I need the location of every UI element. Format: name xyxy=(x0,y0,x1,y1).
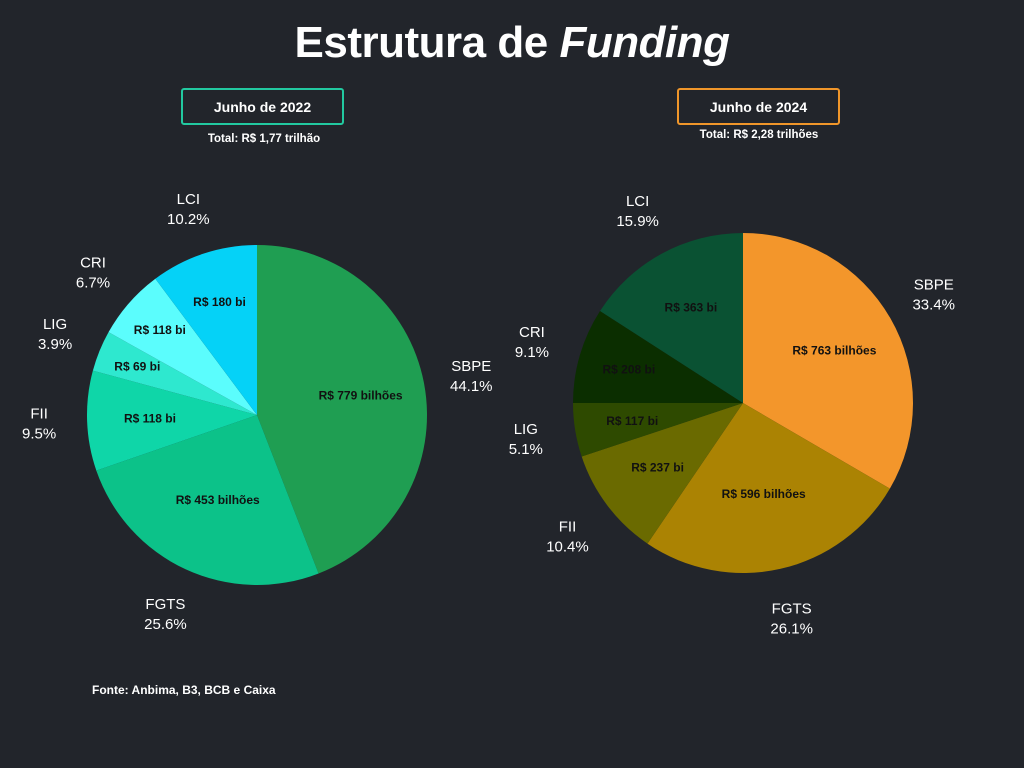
period-label-2024: Junho de 2024 xyxy=(709,98,808,115)
total-2024: Total: R$ 2,28 trilhões xyxy=(699,129,819,141)
slice-category-label: FGTS xyxy=(145,596,185,613)
slice-percent-label: 15.9% xyxy=(616,213,659,230)
slice-category-label: CRI xyxy=(519,324,545,341)
slice-category-label: FII xyxy=(30,406,48,423)
slice-category-label: LCI xyxy=(177,191,200,208)
slice-value-label: R$ 69 bi xyxy=(114,359,160,373)
slice-percent-label: 3.9% xyxy=(38,336,72,353)
pie-slice-fii xyxy=(87,370,257,471)
period-label-2022: Junho de 2022 xyxy=(213,98,312,115)
slice-category-label: FII xyxy=(559,519,577,536)
pie-slice-fii xyxy=(581,403,743,544)
slice-value-label: R$ 453 bilhões xyxy=(176,493,260,507)
slice-category-label: LCI xyxy=(626,193,649,210)
slice-value-label: R$ 779 bilhões xyxy=(319,389,403,403)
slice-percent-label: 26.1% xyxy=(770,621,813,638)
source-note: Fonte: Anbima, B3, BCB e Caixa xyxy=(92,683,276,697)
slice-category-label: LIG xyxy=(514,421,538,438)
pie-slice-fgts xyxy=(647,403,890,573)
slice-value-label: R$ 237 bi xyxy=(631,461,684,475)
pie-slice-lig xyxy=(92,332,257,415)
slice-value-label: R$ 363 bi xyxy=(665,300,718,314)
slice-percent-label: 5.1% xyxy=(509,441,543,458)
slice-value-label: R$ 596 bilhões xyxy=(722,487,806,501)
slice-percent-label: 44.1% xyxy=(450,378,493,395)
page-title-italic: Funding xyxy=(559,18,730,67)
slice-value-label: R$ 117 bi xyxy=(606,414,658,428)
slice-value-label: R$ 118 bi xyxy=(134,323,186,337)
pie-slice-lci xyxy=(155,245,257,415)
slice-percent-label: 10.4% xyxy=(546,539,589,556)
pie-slice-cri xyxy=(108,278,257,415)
slice-value-label: R$ 208 bi xyxy=(602,362,655,376)
pie-slice-sbpe xyxy=(257,245,427,574)
pie-slice-lig xyxy=(573,403,743,457)
slice-value-label: R$ 118 bi xyxy=(124,412,176,426)
slice-percent-label: 9.1% xyxy=(515,344,549,361)
slice-value-label: R$ 763 bilhões xyxy=(792,343,876,357)
pie-slice-cri xyxy=(573,311,743,403)
slice-category-label: SBPE xyxy=(451,358,491,375)
pie-slice-fgts xyxy=(96,415,319,586)
slice-category-label: CRI xyxy=(80,254,106,271)
slice-value-label: R$ 180 bi xyxy=(193,295,246,309)
pie-slice-lci xyxy=(600,233,743,403)
period-box-2022: Junho de 2022 xyxy=(181,88,344,125)
slice-category-label: SBPE xyxy=(914,276,954,293)
page-title: Estrutura de Funding xyxy=(0,18,1024,68)
slice-percent-label: 33.4% xyxy=(912,296,955,313)
slice-percent-label: 6.7% xyxy=(76,274,110,291)
slice-percent-label: 10.2% xyxy=(167,211,210,228)
pie-slice-sbpe xyxy=(743,233,914,489)
slice-category-label: FGTS xyxy=(772,601,812,618)
total-2022: Total: R$ 1,77 trilhão xyxy=(207,133,321,145)
slice-category-label: LIG xyxy=(43,316,67,333)
page-title-main: Estrutura de xyxy=(294,18,549,67)
slice-percent-label: 9.5% xyxy=(22,426,56,443)
slice-percent-label: 25.6% xyxy=(144,616,187,633)
period-box-2024: Junho de 2024 xyxy=(677,88,840,125)
